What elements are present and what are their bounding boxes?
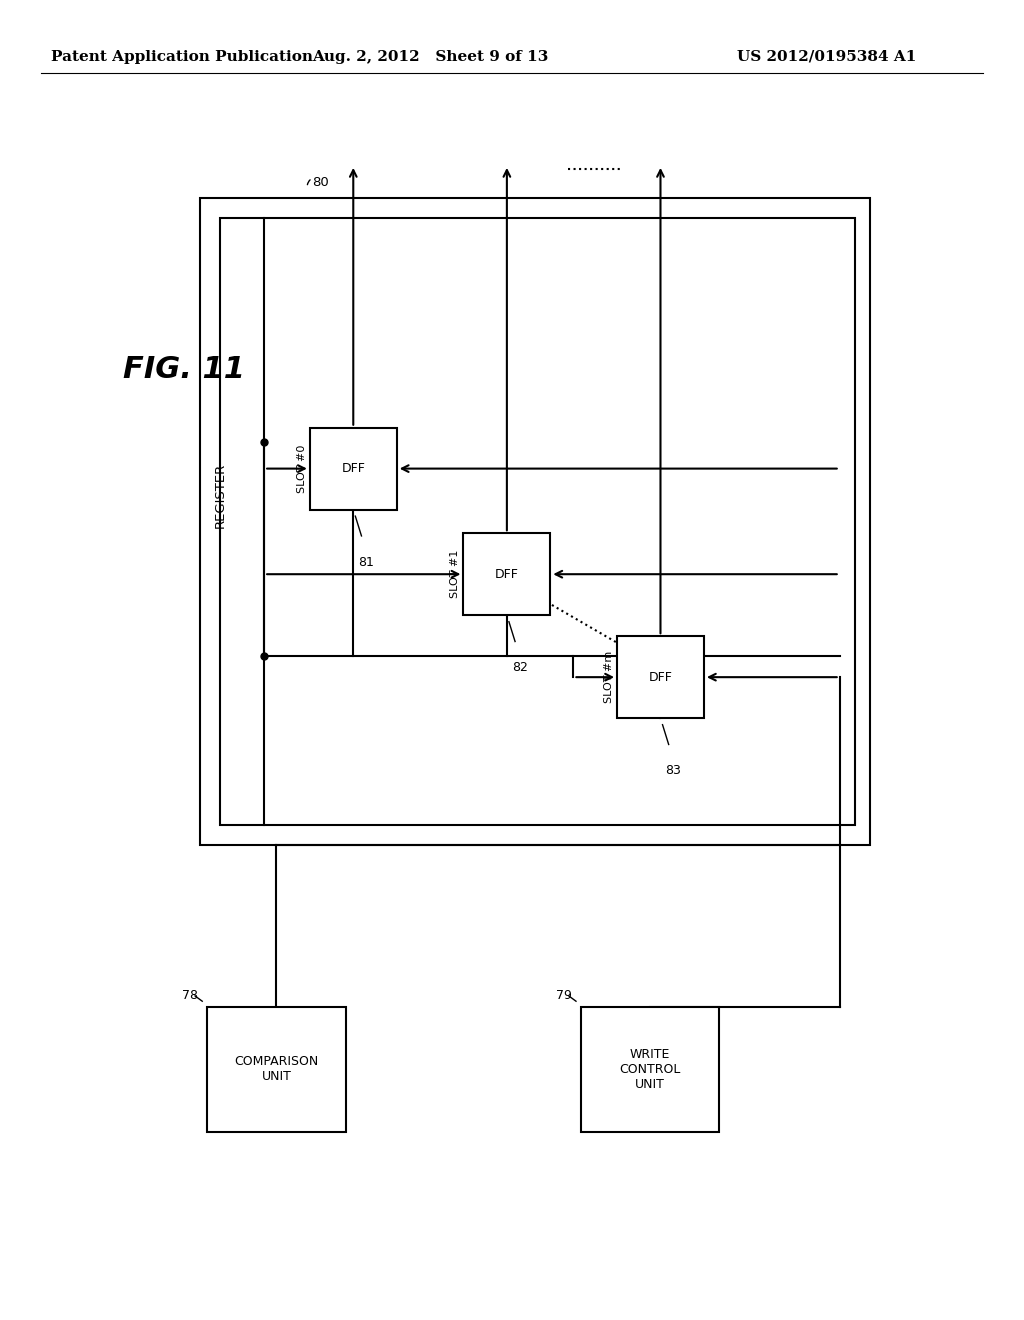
Bar	[220, 218, 855, 825]
Bar	[463, 533, 551, 615]
Bar	[309, 428, 397, 510]
Text: 80: 80	[312, 176, 329, 189]
Text: FIG. 11: FIG. 11	[123, 355, 245, 384]
Text: COMPARISON
UNIT: COMPARISON UNIT	[234, 1055, 318, 1084]
Text: Patent Application Publication: Patent Application Publication	[51, 50, 313, 63]
Bar	[582, 1006, 719, 1131]
Text: REGISTER: REGISTER	[214, 462, 226, 528]
Text: 78: 78	[182, 990, 198, 1002]
Text: 79: 79	[555, 990, 571, 1002]
Text: DFF: DFF	[495, 568, 519, 581]
Text: SLOT #1: SLOT #1	[451, 550, 460, 598]
Text: 81: 81	[358, 556, 375, 569]
Text: WRITE
CONTROL
UNIT: WRITE CONTROL UNIT	[620, 1048, 681, 1090]
Text: 83: 83	[666, 764, 682, 777]
Text: Aug. 2, 2012   Sheet 9 of 13: Aug. 2, 2012 Sheet 9 of 13	[312, 50, 548, 63]
Bar	[200, 198, 870, 845]
Text: US 2012/0195384 A1: US 2012/0195384 A1	[737, 50, 916, 63]
Bar	[207, 1006, 346, 1131]
Text: SLOT #0: SLOT #0	[297, 445, 306, 492]
Text: 82: 82	[512, 661, 528, 675]
Text: DFF: DFF	[341, 462, 366, 475]
Bar	[616, 636, 705, 718]
Text: SLOT #m: SLOT #m	[604, 651, 613, 704]
Text: DFF: DFF	[648, 671, 673, 684]
